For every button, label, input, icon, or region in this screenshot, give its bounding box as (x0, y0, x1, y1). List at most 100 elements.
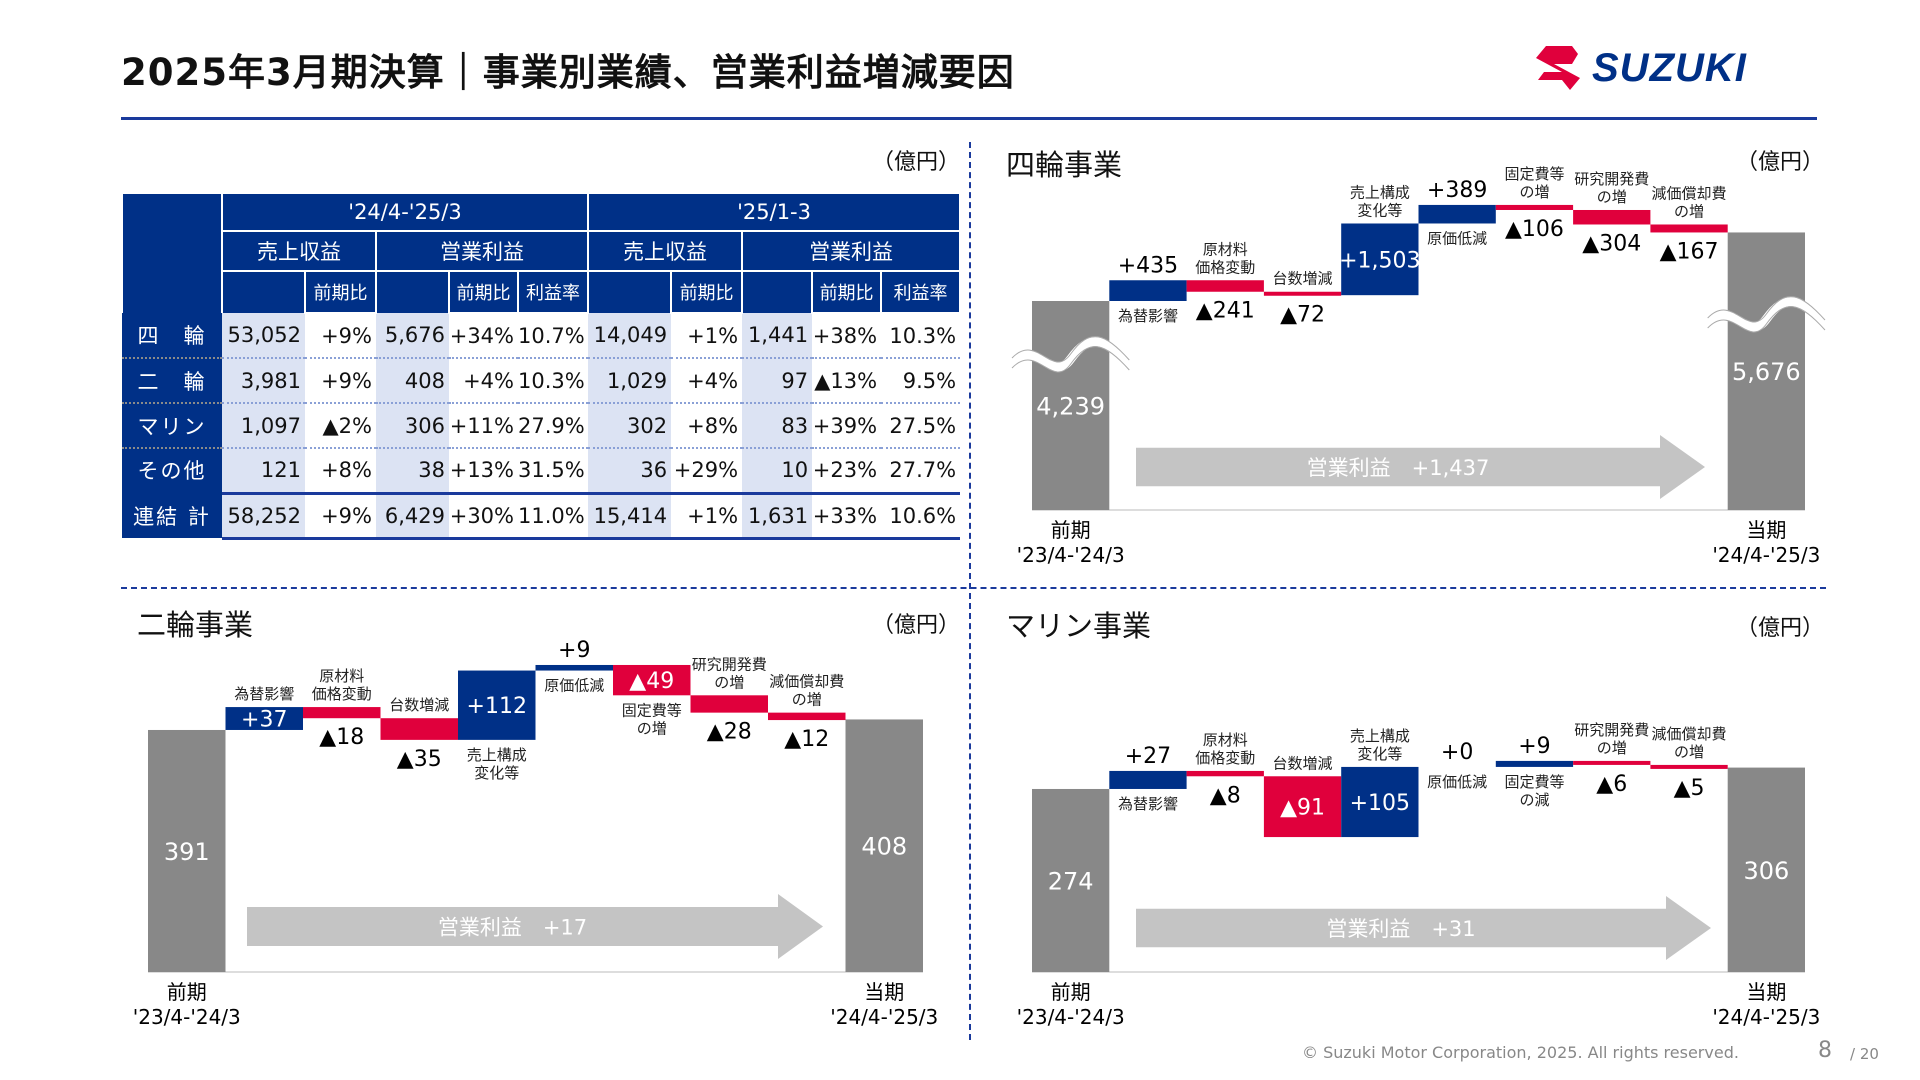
step-value: ▲49 (629, 669, 674, 694)
table-cell: 31.5% (518, 448, 589, 494)
table-cell: 306 (376, 403, 449, 449)
row-label: その他 (122, 448, 222, 494)
end-period-label: 当期 (864, 980, 904, 1004)
blank-header (587, 271, 673, 313)
step-category: 固定費等の増 (1504, 165, 1564, 201)
sub-header: 前期比 (304, 271, 377, 314)
step-value: +0 (1441, 740, 1473, 765)
axis-break-line (1011, 336, 1130, 363)
start-period-range: '23/4-'24/3 (133, 1005, 241, 1029)
step-value: ▲6 (1596, 772, 1627, 797)
table-cell: +30% (449, 491, 518, 540)
table-cell: +23% (812, 448, 882, 494)
start-period-label: 前期 (1051, 518, 1091, 542)
segment-results-table: '24/4-'25/3 '25/1-3 売上収益 営業利益 売上収益 営業利益 … (121, 194, 962, 540)
table-cell: 1,631 (742, 491, 813, 540)
step-value: +112 (467, 694, 527, 719)
start-value: 4,239 (1036, 393, 1105, 421)
end-period-label: 当期 (1746, 518, 1786, 542)
start-value: 274 (1048, 867, 1094, 895)
step-category: 減価償却費の増 (1652, 725, 1727, 761)
row-label: 二 輪 (122, 358, 222, 404)
group-header: 売上収益 (587, 231, 744, 272)
step-category: 研究開発費の増 (692, 655, 767, 691)
step-bar (1186, 770, 1264, 777)
table-cell: +9% (305, 313, 376, 359)
step-bar (1650, 764, 1728, 769)
start-bar (1032, 788, 1110, 972)
row-label: 四 輪 (122, 313, 222, 359)
unit-label: （億円） (1736, 616, 1825, 641)
step-bar (1495, 204, 1574, 210)
table-cell: 6,429 (376, 491, 449, 540)
table-cell: +9% (305, 491, 376, 540)
sub-header: 利益率 (516, 271, 590, 314)
table-cell: 27.5% (881, 403, 961, 449)
step-category: 原材料価格変動 (1195, 731, 1255, 767)
group-header: 営業利益 (374, 231, 590, 272)
title-rule (121, 117, 1817, 120)
step-category: 売上構成変化等 (1350, 727, 1410, 763)
horizontal-divider (121, 587, 1826, 589)
brand-name: SUZUKI (1592, 45, 1747, 90)
suzuki-logo: SUZUKI (1532, 40, 1804, 96)
table-cell: 408 (376, 358, 449, 404)
blank-header (741, 271, 814, 313)
start-period-label: 前期 (1051, 980, 1091, 1004)
suzuki-s-icon (1536, 46, 1580, 90)
step-category: 売上構成変化等 (1350, 183, 1410, 219)
step-bar (1573, 760, 1651, 765)
step-bar (1341, 766, 1419, 838)
end-period-label: 当期 (1746, 980, 1786, 1004)
axis-break-wave (1704, 297, 1829, 332)
step-category: 為替影響 (1118, 307, 1178, 325)
table-cell: 27.9% (518, 403, 589, 449)
table-cell: 53,052 (222, 313, 305, 359)
step-bar (458, 670, 536, 740)
table-cell: +8% (671, 403, 743, 449)
end-value: 408 (861, 833, 907, 861)
step-category: 研究開発費の増 (1574, 170, 1649, 206)
change-arrow (1136, 435, 1705, 499)
table-row: 四 輪 53,052 +9% 5,676 +34% 10.7% 14,049 +1% 1,441… (122, 313, 961, 359)
axis-break-line (1707, 296, 1826, 323)
step-value: +37 (241, 708, 287, 733)
sub-header: 前期比 (811, 271, 883, 314)
axis-break-line (1011, 346, 1130, 373)
table-row: 二 輪 3,981 +9% 408 +4% 10.3% 1,029 +4% 97 ▲13% 9.5% (122, 358, 961, 404)
table-row: マリン 1,097 ▲2% 306 +11% 27.9% 302 +8% 83 +39% 27.5% (122, 403, 961, 449)
step-category: 原価低減 (1427, 229, 1487, 247)
two-wheel-title: 二輪事業 (137, 608, 254, 642)
row-label: 連結 計 (122, 491, 222, 538)
step-category: 原材料価格変動 (1195, 240, 1255, 276)
step-category: 固定費等の減 (1504, 773, 1564, 809)
end-period-range: '24/4-'25/3 (1712, 543, 1820, 567)
step-value: ▲241 (1196, 299, 1255, 324)
period-header: '25/1-3 (587, 194, 962, 232)
table-cell: 11.0% (518, 491, 589, 540)
step-bar (1186, 280, 1264, 292)
table-cell: 10 (742, 448, 813, 494)
end-period-range: '24/4-'25/3 (1712, 1005, 1820, 1029)
table-cell: +4% (671, 358, 743, 404)
table-cell: +1% (671, 491, 743, 540)
end-bar (1727, 767, 1805, 972)
page-number: 8 (1818, 1038, 1832, 1063)
end-bar (845, 719, 923, 972)
table-cell: +29% (671, 448, 743, 494)
table-cell: ▲2% (305, 403, 376, 449)
step-bar (768, 712, 846, 721)
step-value: +435 (1118, 253, 1178, 278)
table-cell: 1,441 (742, 313, 813, 359)
change-arrow-label: 営業利益 +17 (438, 916, 587, 940)
step-bar (1109, 280, 1187, 301)
table-cell: 5,676 (376, 313, 449, 359)
table-cell: +1% (671, 313, 743, 359)
end-period-range: '24/4-'25/3 (830, 1005, 938, 1029)
axis-break-line (1707, 306, 1826, 333)
table-cell: +9% (305, 358, 376, 404)
page-title: 2025年3月期決算｜事業別業績、営業利益増減要因 (121, 51, 1015, 94)
step-category: 台数増減 (1273, 270, 1333, 288)
change-arrow (1136, 896, 1711, 960)
table-cell: 1,029 (588, 358, 672, 404)
